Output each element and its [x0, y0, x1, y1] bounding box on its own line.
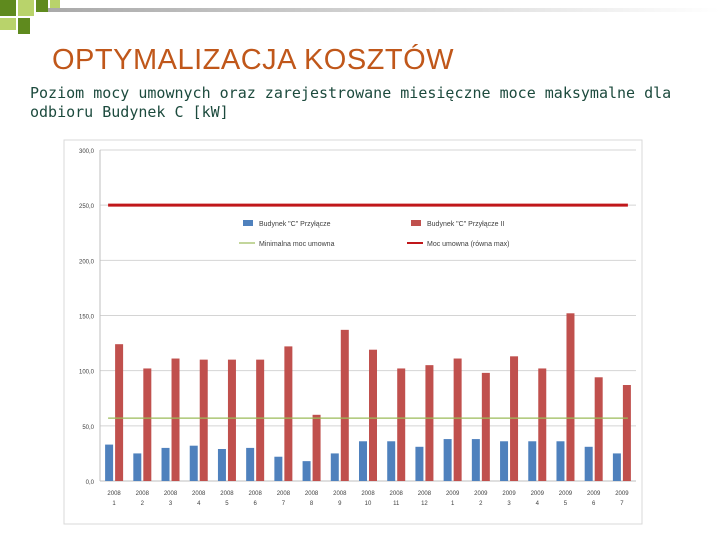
x-tick-month: 2 [479, 501, 483, 507]
x-tick-year: 2009 [474, 491, 488, 497]
y-tick-label: 0,0 [86, 480, 95, 486]
bar-series-1 [471, 439, 480, 481]
bar-series-1 [330, 453, 339, 481]
bar-series-1 [359, 441, 367, 481]
bar-series-2 [312, 414, 321, 481]
x-tick-year: 2008 [361, 491, 375, 497]
bar-series-2 [594, 377, 603, 481]
bar-series-1 [189, 445, 198, 481]
x-tick-month: 3 [169, 501, 173, 507]
x-tick-year: 2009 [446, 491, 460, 497]
decor-square [0, 0, 16, 16]
x-tick-year: 2008 [248, 491, 262, 497]
x-tick-month: 7 [620, 501, 624, 507]
bar-series-1 [274, 456, 283, 481]
x-tick-year: 2008 [390, 491, 404, 497]
bar-series-2 [143, 368, 152, 481]
x-tick-month: 8 [310, 501, 314, 507]
x-tick-month: 12 [421, 501, 428, 507]
bar-series-2 [115, 344, 124, 481]
x-tick-month: 11 [393, 501, 400, 507]
bar-series-2 [481, 372, 490, 481]
decor-square [36, 0, 48, 12]
legend-swatch [243, 220, 253, 226]
legend-label: Budynek "C" Przyłącze [259, 221, 331, 228]
bar-series-2 [538, 368, 547, 481]
x-tick-year: 2009 [559, 491, 573, 497]
x-tick-month: 10 [365, 501, 372, 507]
x-tick-year: 2008 [333, 491, 347, 497]
x-tick-month: 5 [225, 501, 229, 507]
bar-series-2 [397, 368, 406, 481]
bar-series-2 [171, 358, 180, 481]
y-tick-label: 50,0 [82, 425, 94, 431]
bar-series-2 [199, 359, 208, 481]
slide-title: OPTYMALIZACJA KOSZTÓW [52, 44, 455, 76]
x-tick-year: 2008 [277, 491, 291, 497]
x-tick-year: 2008 [305, 491, 319, 497]
y-tick-label: 250,0 [79, 204, 95, 210]
x-tick-year: 2008 [220, 491, 234, 497]
x-tick-year: 2008 [107, 491, 121, 497]
bar-series-2 [284, 346, 293, 481]
bar-series-2 [256, 359, 265, 481]
y-tick-label: 150,0 [79, 315, 95, 321]
bar-series-2 [566, 313, 575, 481]
x-tick-month: 1 [112, 501, 116, 507]
y-tick-label: 200,0 [79, 259, 95, 265]
bar-series-1 [217, 449, 226, 481]
bar-series-2 [340, 329, 349, 481]
x-tick-year: 2009 [502, 491, 516, 497]
legend-label: Minimalna moc umowna [259, 241, 335, 248]
x-tick-year: 2008 [164, 491, 178, 497]
bar-series-1 [556, 441, 565, 481]
x-tick-month: 1 [451, 501, 455, 507]
x-tick-year: 2008 [192, 491, 206, 497]
bar-series-1 [105, 444, 114, 481]
x-tick-month: 4 [197, 501, 201, 507]
legend-swatch [411, 220, 421, 226]
bar-series-2 [622, 385, 631, 481]
header-rule [48, 8, 720, 12]
bar-series-1 [415, 446, 424, 481]
x-tick-month: 9 [338, 501, 342, 507]
x-tick-month: 6 [592, 501, 596, 507]
x-tick-month: 3 [507, 501, 511, 507]
x-tick-month: 2 [141, 501, 145, 507]
bar-series-2 [227, 359, 236, 481]
bar-series-1 [528, 441, 537, 481]
x-tick-month: 5 [564, 501, 568, 507]
x-tick-month: 7 [282, 501, 286, 507]
header-decoration [0, 0, 720, 34]
x-tick-year: 2009 [587, 491, 601, 497]
x-tick-month: 6 [253, 501, 257, 507]
bar-series-1 [161, 447, 170, 481]
bar-series-1 [246, 447, 255, 481]
bar-series-2 [425, 365, 434, 481]
bar-series-1 [500, 441, 509, 481]
decor-square [50, 0, 60, 10]
bar-series-1 [302, 461, 311, 481]
x-tick-year: 2008 [418, 491, 432, 497]
bar-series-1 [443, 439, 452, 481]
slide-subtitle: Poziom mocy umownych oraz zarejestrowane… [30, 84, 672, 121]
legend-label: Moc umowna (równa max) [427, 241, 509, 248]
bar-series-2 [369, 349, 377, 481]
legend-label: Budynek "C" Przyłącze II [427, 221, 504, 228]
bar-series-1 [387, 441, 396, 481]
x-tick-year: 2008 [136, 491, 150, 497]
decor-square [18, 18, 30, 34]
y-tick-label: 300,0 [79, 149, 95, 155]
x-tick-year: 2009 [615, 491, 629, 497]
x-tick-year: 2009 [531, 491, 545, 497]
bar-series-1 [584, 446, 593, 481]
bar-series-1 [612, 453, 621, 481]
bar-series-2 [453, 358, 462, 481]
y-tick-label: 100,0 [79, 370, 95, 376]
decor-square [0, 18, 16, 30]
bar-series-1 [133, 453, 142, 481]
decor-square [18, 0, 34, 16]
x-tick-month: 4 [536, 501, 540, 507]
